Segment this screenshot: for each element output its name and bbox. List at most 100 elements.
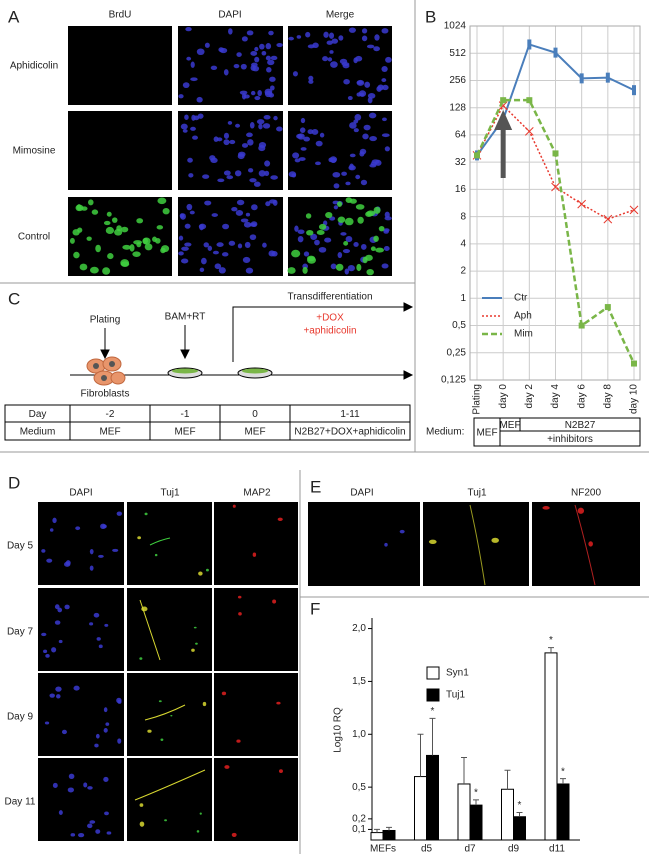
cell-stain (228, 28, 233, 35)
point-marker (500, 97, 507, 104)
cell-stain (190, 77, 198, 82)
x-tick-label: day 10 (629, 384, 640, 414)
bar (501, 788, 514, 841)
table-text: Day (29, 409, 47, 420)
medium-text: MEF (499, 420, 520, 431)
cell-stain (294, 158, 301, 163)
cell-stain (54, 604, 60, 610)
cell-stain (381, 28, 389, 34)
cell-stain (49, 528, 54, 532)
row-label: Control (18, 232, 50, 243)
cell-stain (376, 86, 382, 92)
cell-stain (308, 75, 314, 81)
row-label: Day 9 (7, 712, 34, 723)
cell-stain (237, 243, 243, 249)
cell-stain (184, 223, 191, 229)
cell-stain (369, 163, 377, 168)
legend-swatch (426, 688, 440, 702)
micrograph (38, 673, 124, 756)
x-tick-label: d5 (421, 844, 433, 854)
cell-stain (157, 197, 167, 205)
cell-stain (58, 810, 63, 815)
nucleus (93, 363, 99, 369)
cell-stain (227, 120, 233, 125)
cell-stain (319, 132, 325, 138)
column-header: Merge (326, 10, 355, 21)
cell-stain (198, 223, 207, 230)
panel-label: C (8, 289, 20, 308)
cell-stain (249, 234, 257, 241)
cell-stain (235, 123, 241, 128)
cell-stain (268, 30, 274, 36)
cell-stain (64, 561, 71, 567)
cell-stain (152, 236, 157, 242)
cell-stain (344, 217, 354, 226)
cell-stain (223, 69, 229, 76)
cell-stain (41, 549, 46, 553)
x-tick-label: d9 (508, 844, 520, 854)
cell-stain (184, 114, 189, 120)
y-tick-label: 1,0 (352, 729, 366, 740)
x-tick-label: Plating (472, 384, 483, 415)
cell-stain (212, 250, 219, 255)
cell-stain (52, 517, 57, 524)
significance-mark: * (561, 766, 565, 777)
column-header: BrdU (109, 10, 132, 21)
cell-stain (315, 161, 321, 166)
cell-stain (256, 119, 265, 125)
cell-stain (240, 63, 247, 70)
point-marker (551, 182, 560, 192)
cell-stain (93, 612, 100, 618)
cell-stain (373, 46, 380, 52)
cell-stain (250, 51, 258, 56)
table-text: MEF (174, 427, 195, 438)
error-bar (417, 733, 424, 777)
cell-stain (245, 267, 254, 274)
cell-stain (300, 147, 307, 151)
cell-stain (258, 123, 263, 130)
row-label: Day 7 (7, 627, 34, 638)
cell-stain (366, 269, 374, 276)
cell-stain (217, 178, 225, 183)
dish-medium (242, 368, 268, 374)
cell-stain (366, 210, 376, 217)
neurite (134, 769, 206, 801)
cell-stain (56, 694, 61, 699)
cell-stain (184, 242, 192, 247)
cell-stain (192, 135, 198, 140)
table-text: -2 (106, 409, 115, 420)
cell-stain (122, 244, 131, 250)
cell-stain (210, 157, 218, 164)
cell-stain (374, 159, 382, 166)
cell-stain (224, 765, 230, 769)
cell-stain (98, 644, 103, 649)
table-text: Medium (20, 427, 56, 438)
cell-stain (356, 92, 362, 97)
cell-stain (243, 221, 252, 228)
neurite (144, 704, 186, 721)
cell-stain (265, 201, 271, 207)
cell-stain (154, 553, 158, 557)
cell-stain (164, 819, 167, 822)
cell-stain (337, 201, 343, 207)
cell-stain (94, 743, 99, 748)
micrograph (308, 502, 420, 586)
cell-stain (265, 43, 272, 50)
cell-stain (69, 237, 75, 244)
micrograph (532, 502, 640, 586)
x-tick-label: d11 (549, 844, 565, 854)
cell-stain (231, 832, 237, 837)
cell-stain (270, 55, 278, 61)
cell-stain (106, 211, 112, 217)
cell-stain (330, 61, 338, 68)
cell-stain (294, 225, 299, 232)
table-text: 1-11 (340, 409, 360, 420)
cell-stain (361, 35, 368, 42)
cell-stain (382, 117, 387, 122)
micrograph (38, 588, 124, 671)
cell-stain (190, 61, 195, 68)
cell-stain (120, 259, 130, 267)
cell-stain (577, 507, 585, 514)
cell-stain (205, 568, 209, 572)
